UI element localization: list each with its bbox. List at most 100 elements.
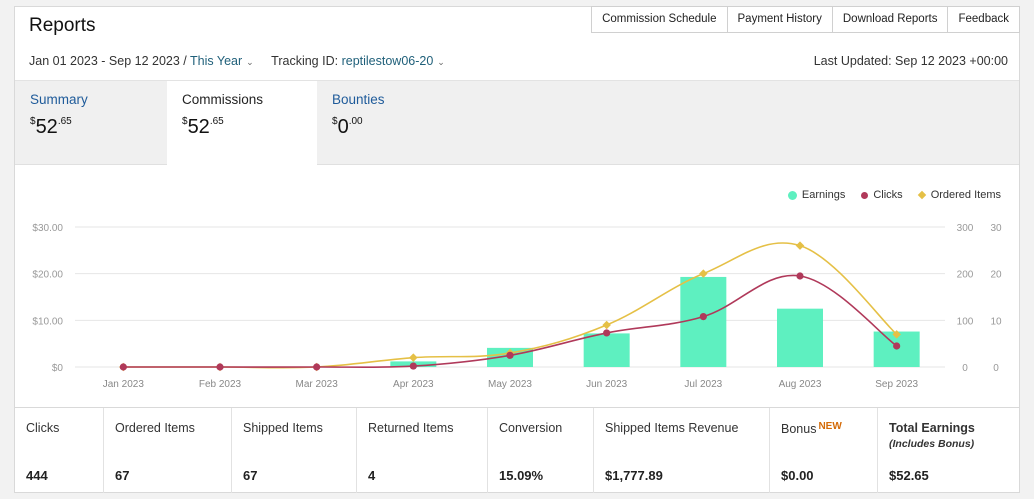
legend-clicks[interactable]: Clicks	[861, 189, 903, 201]
x-tick-label: Jun 2023	[586, 379, 628, 390]
stat-label: Conversion	[499, 421, 563, 435]
download-reports-link[interactable]: Download Reports	[831, 6, 949, 33]
y-left-tick-label: $20.00	[32, 270, 63, 281]
y-right-ordered-tick-label: 0	[993, 363, 999, 374]
chevron-down-icon: ⌄	[246, 57, 254, 67]
stat-label: Shipped Items Revenue	[605, 421, 739, 435]
chart-legend: Earnings Clicks Ordered Items	[772, 189, 1001, 201]
stat-label: Clicks	[26, 421, 60, 435]
stat-shipped-items: Shipped Items 67	[232, 408, 357, 493]
stats-row: Clicks 444 Ordered Items 67 Shipped Item…	[15, 407, 1019, 493]
stat-value: 4	[368, 468, 376, 483]
stat-label: Total Earnings	[889, 421, 975, 435]
y-right-ordered-tick-label: 20	[990, 270, 1002, 281]
stat-value: $0.00	[781, 468, 814, 483]
commission-schedule-link[interactable]: Commission Schedule	[591, 6, 728, 33]
filter-row: Jan 01 2023 - Sep 12 2023 / This Year ⌄ T…	[29, 54, 445, 68]
clicks-point	[506, 351, 514, 359]
stat-label: Shipped Items	[243, 421, 323, 435]
tab-summary[interactable]: Summary $52.65	[15, 81, 167, 166]
x-tick-label: Feb 2023	[199, 379, 242, 390]
report-tabs: Summary $52.65 Commissions $52.65 Bounti…	[15, 80, 1019, 173]
y-left-tick-label: $10.00	[32, 316, 63, 327]
clicks-point	[119, 363, 127, 371]
chevron-down-icon: ⌄	[437, 57, 445, 67]
tab-bounties[interactable]: Bounties $0.00	[317, 81, 467, 166]
earnings-bar	[680, 276, 727, 367]
ordered-items-point	[409, 353, 418, 362]
new-badge: NEW	[818, 421, 842, 432]
y-right-ordered-tick-label: 10	[990, 316, 1002, 327]
x-tick-label: Apr 2023	[393, 379, 434, 390]
y-right-clicks-tick-label: 100	[957, 316, 974, 327]
clicks-point	[216, 363, 224, 371]
clicks-swatch	[861, 191, 869, 199]
tab-amount: $0.00	[332, 116, 363, 138]
stat-returned-items: Returned Items 4	[357, 408, 488, 493]
clicks-point	[893, 342, 901, 350]
x-tick-label: Sep 2023	[875, 379, 918, 390]
clicks-point	[313, 363, 321, 371]
ordered-items-point	[602, 320, 611, 330]
tab-label: Commissions	[182, 92, 264, 107]
tab-commissions[interactable]: Commissions $52.65	[167, 81, 317, 173]
stat-label: Returned Items	[368, 421, 454, 435]
clicks-point	[796, 272, 804, 280]
earnings-bar	[777, 308, 823, 367]
clicks-line	[123, 274, 898, 369]
top-links: Commission Schedule Payment History Down…	[591, 6, 1020, 33]
stat-value: $1,777.89	[605, 468, 663, 483]
y-right-ordered-tick-label: 30	[990, 223, 1002, 234]
stat-sublabel: (Includes Bonus)	[889, 438, 975, 450]
tab-amount: $52.65	[30, 116, 72, 138]
stat-label: Bonus NEW	[781, 421, 842, 436]
stat-value: $52.65	[889, 468, 929, 483]
ordered-items-swatch	[917, 190, 926, 200]
date-range: Jan 01 2023 - Sep 12 2023 /	[29, 54, 187, 68]
legend-ordered-items[interactable]: Ordered Items	[917, 189, 1001, 201]
stat-value: 444	[26, 468, 48, 483]
stat-total-earnings: Total Earnings (Includes Bonus) $52.65	[878, 408, 1019, 493]
feedback-link[interactable]: Feedback	[947, 6, 1020, 33]
stat-ordered-items: Ordered Items 67	[104, 408, 232, 493]
ordered-items-point	[699, 269, 708, 278]
legend-earnings[interactable]: Earnings	[787, 189, 845, 201]
stat-conversion: Conversion 15.09%	[488, 408, 594, 493]
x-tick-label: Jan 2023	[103, 379, 145, 390]
y-right-clicks-tick-label: 200	[957, 270, 974, 281]
stat-value: 67	[115, 468, 130, 483]
earnings-chart: $0 $10.00 $20.00 $30.00 0 100 200 300 0 10 20 30 Jan…	[32, 223, 1002, 390]
last-updated: Last Updated: Sep 12 2023 +00:00	[813, 54, 1008, 68]
x-tick-label: Aug 2023	[779, 379, 822, 390]
y-left-tick-label: $30.00	[32, 223, 63, 234]
x-tick-label: May 2023	[488, 379, 532, 390]
earnings-bar	[583, 333, 630, 367]
tab-amount: $52.65	[182, 116, 224, 138]
tab-label: Bounties	[332, 92, 385, 107]
payment-history-link[interactable]: Payment History	[726, 6, 833, 33]
period-dropdown[interactable]: This Year ⌄	[190, 54, 254, 68]
reports-panel: Reports Commission Schedule Payment Hist…	[14, 6, 1020, 493]
stat-shipped-items-revenue: Shipped Items Revenue $1,777.89	[594, 408, 770, 493]
page-title: Reports	[29, 15, 96, 36]
tracking-id-dropdown[interactable]: reptilestow06-20 ⌄	[342, 54, 445, 68]
ordered-items-point	[795, 241, 805, 250]
x-tick-label: Jul 2023	[684, 379, 722, 390]
clicks-point	[603, 329, 611, 337]
stat-clicks: Clicks 444	[15, 408, 104, 493]
stat-bonus: Bonus NEW $0.00	[770, 408, 878, 493]
tracking-id: reptilestow06-20	[341, 54, 434, 68]
tracking-label: Tracking ID:	[271, 54, 339, 68]
period-label: This Year	[190, 54, 243, 68]
x-tick-label: Mar 2023	[296, 379, 339, 390]
stat-value: 15.09%	[499, 468, 544, 483]
y-right-clicks-tick-label: 300	[957, 223, 974, 234]
clicks-point	[699, 313, 707, 321]
tab-label: Summary	[30, 92, 88, 107]
earnings-swatch	[787, 190, 797, 200]
clicks-point	[409, 362, 417, 370]
stat-label: Ordered Items	[115, 421, 195, 435]
y-left-tick-label: $0	[52, 363, 64, 374]
y-right-clicks-tick-label: 0	[962, 363, 968, 374]
stat-value: 67	[243, 468, 258, 483]
